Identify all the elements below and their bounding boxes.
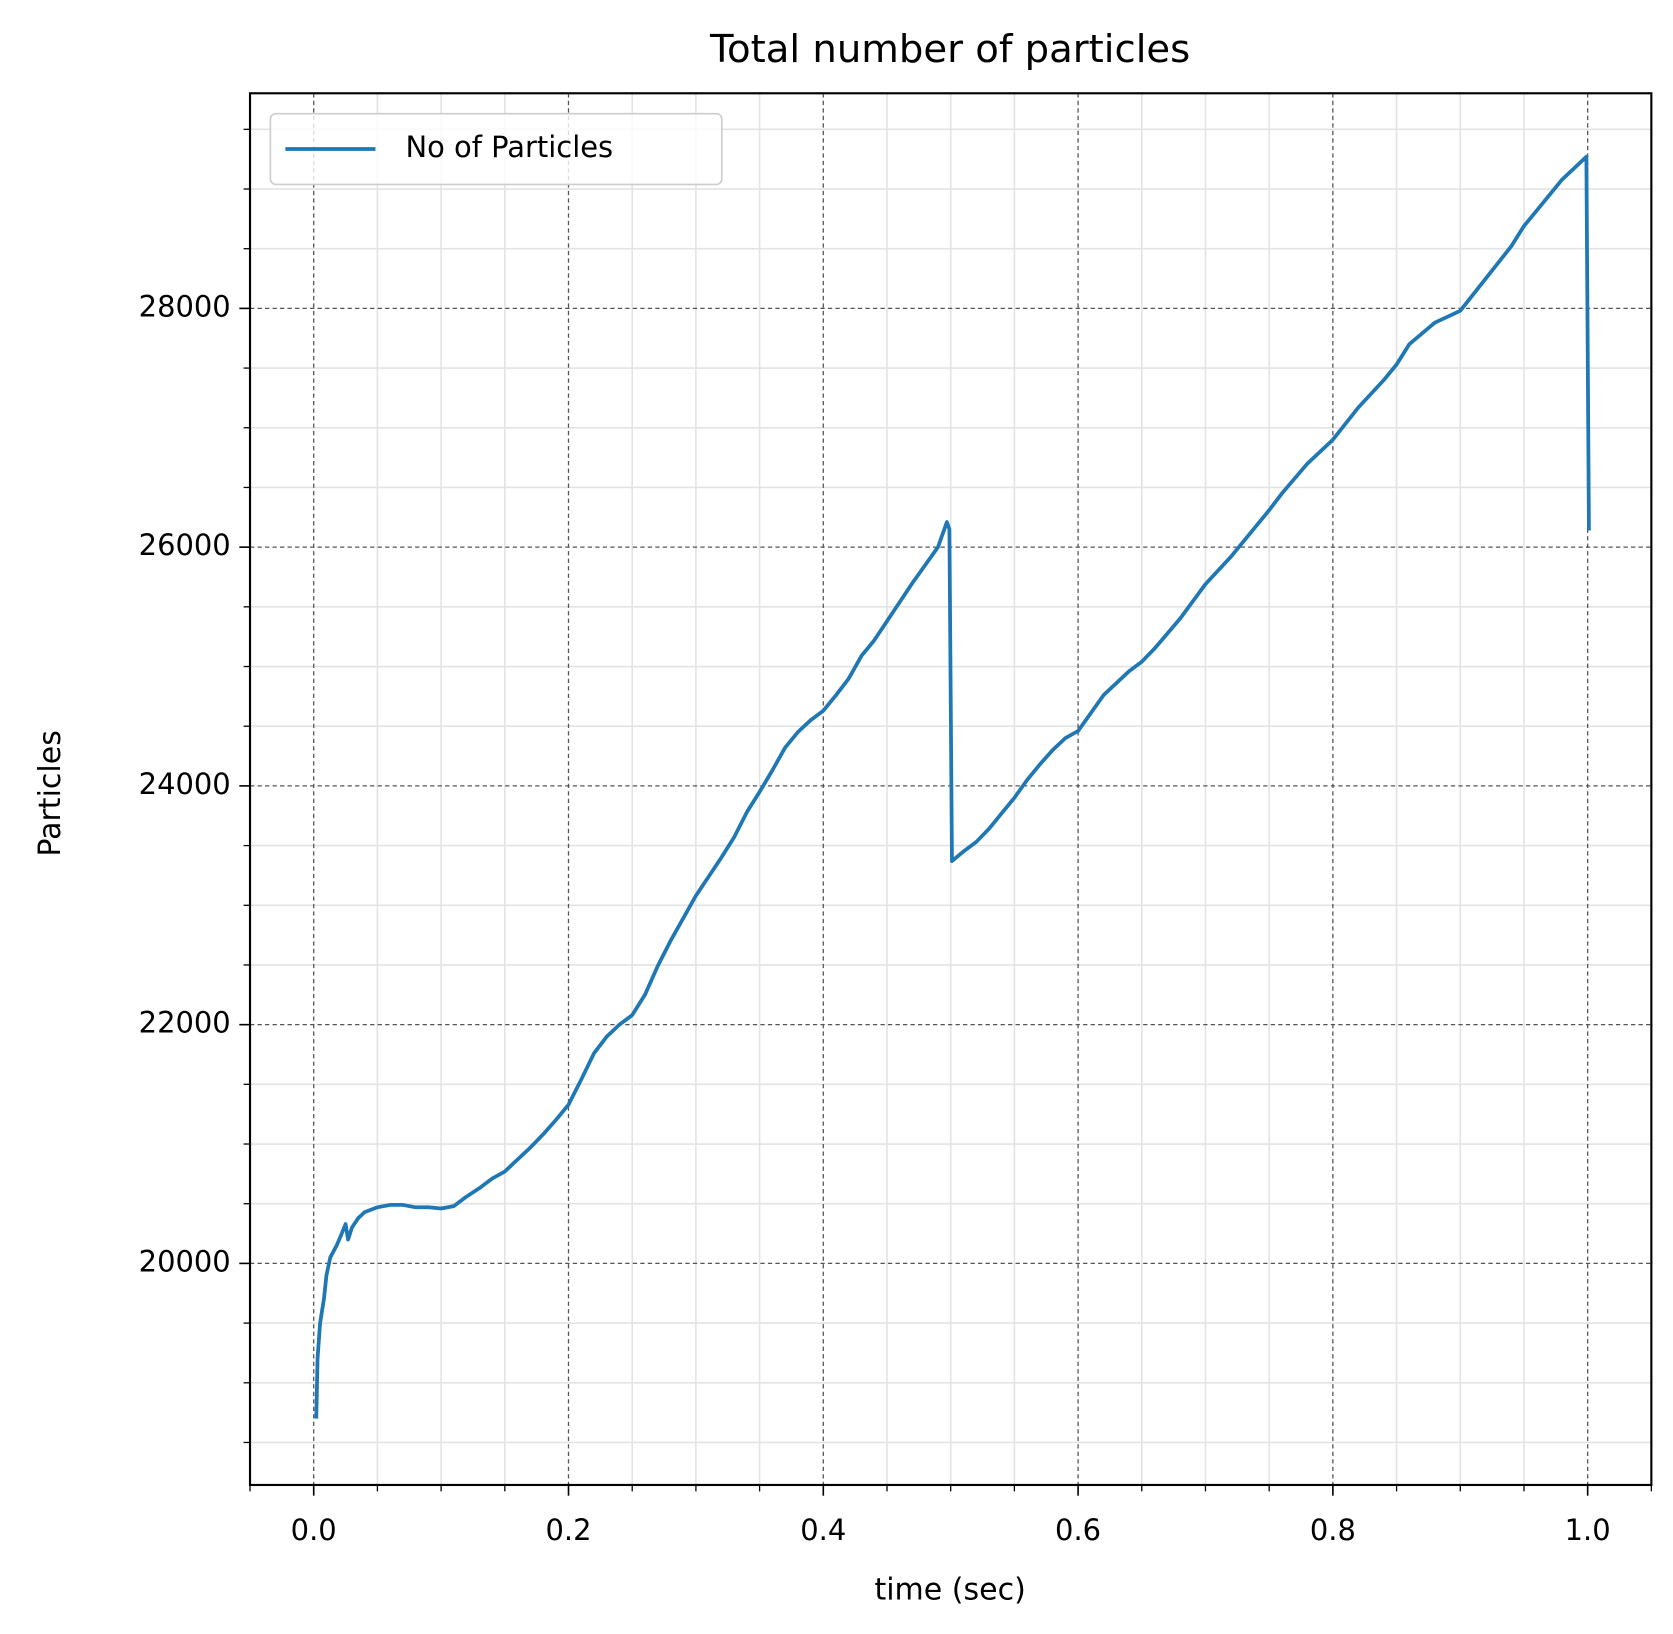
x-tick-label: 0.0 — [291, 1513, 337, 1547]
legend-label: No of Particles — [405, 130, 613, 164]
y-tick-label: 28000 — [139, 289, 231, 323]
y-tick-label: 26000 — [139, 528, 231, 562]
y-tick-label: 24000 — [139, 767, 231, 801]
legend-box — [269, 112, 723, 186]
legend: No of Particles — [269, 112, 723, 186]
plot-area — [314, 154, 1591, 1419]
chart-title: Total number of particles — [709, 27, 1190, 72]
data-line — [314, 154, 1591, 1419]
x-tick-label: 0.2 — [545, 1513, 591, 1547]
x-axis-label: time (sec) — [874, 1573, 1025, 1608]
y-axis-label: Particles — [33, 730, 68, 857]
y-tick-label: 20000 — [139, 1244, 231, 1278]
grid — [249, 93, 1653, 1485]
x-tick-label: 0.8 — [1310, 1513, 1356, 1547]
y-tick-label: 22000 — [139, 1006, 231, 1040]
x-tick-label: 1.0 — [1565, 1513, 1611, 1547]
x-tick-label: 0.4 — [800, 1513, 846, 1547]
x-tick-label: 0.6 — [1055, 1513, 1101, 1547]
